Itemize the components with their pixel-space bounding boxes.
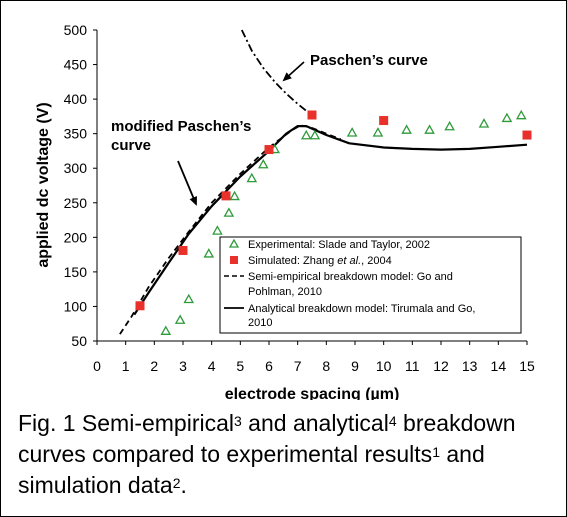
y-tick-label: 300 <box>64 160 88 176</box>
experimental-point <box>257 158 269 169</box>
experimental-point <box>372 127 384 137</box>
y-axis-title: applied dc voltage (V) <box>35 102 52 267</box>
simulated-point <box>264 145 274 155</box>
experimental-point <box>212 225 223 235</box>
simulated-point <box>379 116 389 126</box>
caption-ref-3: 3 <box>234 413 242 429</box>
experimental-point <box>300 129 312 140</box>
caption-ref-4: 4 <box>388 413 397 429</box>
experimental-point <box>478 118 490 128</box>
x-tick-label: 5 <box>236 358 244 374</box>
x-tick-label: 13 <box>462 358 478 374</box>
dashed-curve <box>119 124 342 335</box>
paschen-annotation-arrow <box>282 61 305 82</box>
paschen-curve-annotation: Paschen’s curve <box>310 52 428 69</box>
caption-text: and <box>439 441 485 467</box>
legend-square-marker <box>230 256 238 264</box>
x-tick-label: 0 <box>93 358 101 374</box>
modified-paschen-annotation-arrow <box>177 160 197 206</box>
simulated-point <box>135 301 145 311</box>
y-tick-label: 350 <box>64 126 88 142</box>
y-tick-label: 400 <box>64 91 88 107</box>
experimental-point <box>174 314 186 324</box>
y-tick-label: 150 <box>64 264 88 280</box>
series-markers <box>135 109 532 335</box>
caption-text: simulation data <box>18 472 173 498</box>
experimental-point <box>501 112 513 123</box>
x-tick-label: 9 <box>351 358 359 374</box>
x-tick-label: 2 <box>150 358 158 374</box>
x-tick-label: 11 <box>405 358 420 374</box>
x-tick-label: 1 <box>122 358 130 374</box>
caption-text: . <box>180 472 187 498</box>
simulated-point <box>522 130 532 140</box>
y-tick-label: 200 <box>64 229 88 245</box>
x-tick-label: 3 <box>179 358 187 374</box>
x-tick-label: 12 <box>433 358 449 374</box>
figure-caption: Fig. 1 Semi-empirical3 and analytical4 b… <box>18 408 558 501</box>
simulated-point <box>221 191 231 201</box>
x-tick-label: 15 <box>519 358 535 374</box>
x-axis-title: electrode spacing (µm) <box>225 386 400 400</box>
x-tick-labels: 0 1 2 3 4 5 6 7 8 9 10 11 12 13 14 15 <box>93 358 535 374</box>
experimental-point <box>444 120 455 131</box>
y-tick-labels: 50 100 150 200 250 300 350 400 450 500 <box>64 22 88 349</box>
x-tick-label: 10 <box>376 358 392 374</box>
caption-text: curves compared to experimental results <box>18 441 433 467</box>
simulated-point <box>178 245 188 255</box>
experimental-point <box>203 248 215 258</box>
y-tick-label: 500 <box>64 22 88 38</box>
solid-curve <box>133 125 528 316</box>
x-tick-label: 7 <box>294 358 302 374</box>
caption-ref-1: 1 <box>432 444 440 460</box>
caption-text: Fig. 1 Semi-empirical <box>18 410 234 436</box>
y-tick-label: 450 <box>64 57 88 73</box>
experimental-point <box>424 124 435 134</box>
caption-text: and analytical <box>241 410 389 436</box>
experimental-point <box>246 172 258 183</box>
experimental-point <box>223 207 235 217</box>
experimental-point <box>346 127 358 137</box>
experimental-point <box>183 293 195 304</box>
simulated-point <box>307 110 317 120</box>
caption-ref-2: 2 <box>172 475 181 491</box>
x-tick-label: 4 <box>208 358 216 374</box>
experimental-point <box>401 124 412 134</box>
experimental-point <box>515 109 527 120</box>
legend-box <box>219 236 522 334</box>
x-tick-label: 6 <box>265 358 273 374</box>
y-tick-label: 100 <box>64 298 88 314</box>
x-tick-label: 8 <box>322 358 330 374</box>
chart-axes <box>93 29 528 345</box>
legend-triangle-marker <box>228 238 240 248</box>
series-lines <box>119 29 528 335</box>
x-tick-label: 14 <box>491 358 507 374</box>
legend-label-semi-empirical: Semi-empirical breakdown model: Go and P… <box>248 271 456 298</box>
legend-label-analytical: Analytical breakdown model: Tirumala and… <box>248 303 479 329</box>
caption-text: breakdown <box>396 410 516 436</box>
chart-legend: Experimental: Slade and Taylor, 2002 Sim… <box>219 236 522 334</box>
legend-label-simulated: Simulated: Zhang et al., 2004 <box>248 255 392 267</box>
experimental-point <box>309 129 321 140</box>
experimental-point <box>160 325 172 335</box>
modified-paschen-annotation: modified Paschen’s curve <box>111 118 256 154</box>
experimental-point <box>229 190 240 201</box>
dashdot-curve <box>240 29 313 118</box>
y-tick-label: 50 <box>71 333 87 349</box>
y-tick-label: 250 <box>64 195 88 211</box>
legend-label-experimental: Experimental: Slade and Taylor, 2002 <box>248 239 430 251</box>
